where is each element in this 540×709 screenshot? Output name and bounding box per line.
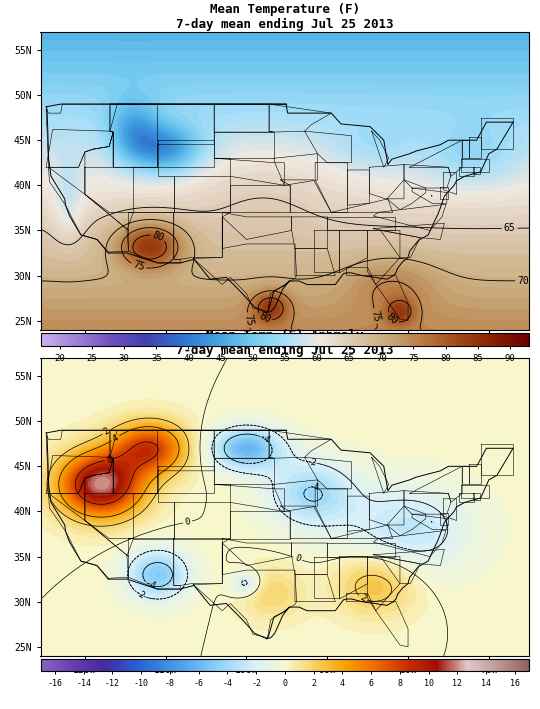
Text: 0: 0 [294,554,302,564]
Text: -2: -2 [133,588,147,601]
Title: Mean Temperature (F)
7-day mean ending Jul 25 2013: Mean Temperature (F) 7-day mean ending J… [176,3,394,30]
Text: 65: 65 [504,223,516,233]
Text: 8: 8 [105,454,113,464]
Text: 2: 2 [358,593,367,603]
Text: 80: 80 [257,311,272,325]
Text: 4: 4 [111,433,120,444]
Text: 80: 80 [151,230,165,244]
Text: 75: 75 [242,313,254,327]
Text: 70: 70 [517,276,529,286]
Text: 2: 2 [102,427,111,437]
Title: Mean Temp (F) Anomaly
7-day mean ending Jul 25 2013: Mean Temp (F) Anomaly 7-day mean ending … [176,329,394,357]
Text: 0: 0 [184,517,191,527]
Text: -2: -2 [305,457,318,468]
Text: -4: -4 [144,579,158,591]
Text: -4: -4 [258,432,272,445]
Text: 75: 75 [131,259,146,273]
Text: -4: -4 [308,482,320,492]
Text: 80: 80 [384,311,400,326]
Text: 75: 75 [369,309,381,323]
